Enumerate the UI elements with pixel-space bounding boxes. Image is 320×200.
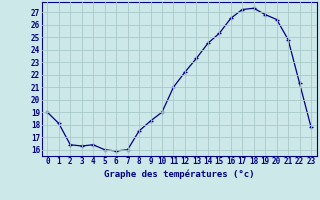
X-axis label: Graphe des températures (°c): Graphe des températures (°c)	[104, 169, 254, 179]
